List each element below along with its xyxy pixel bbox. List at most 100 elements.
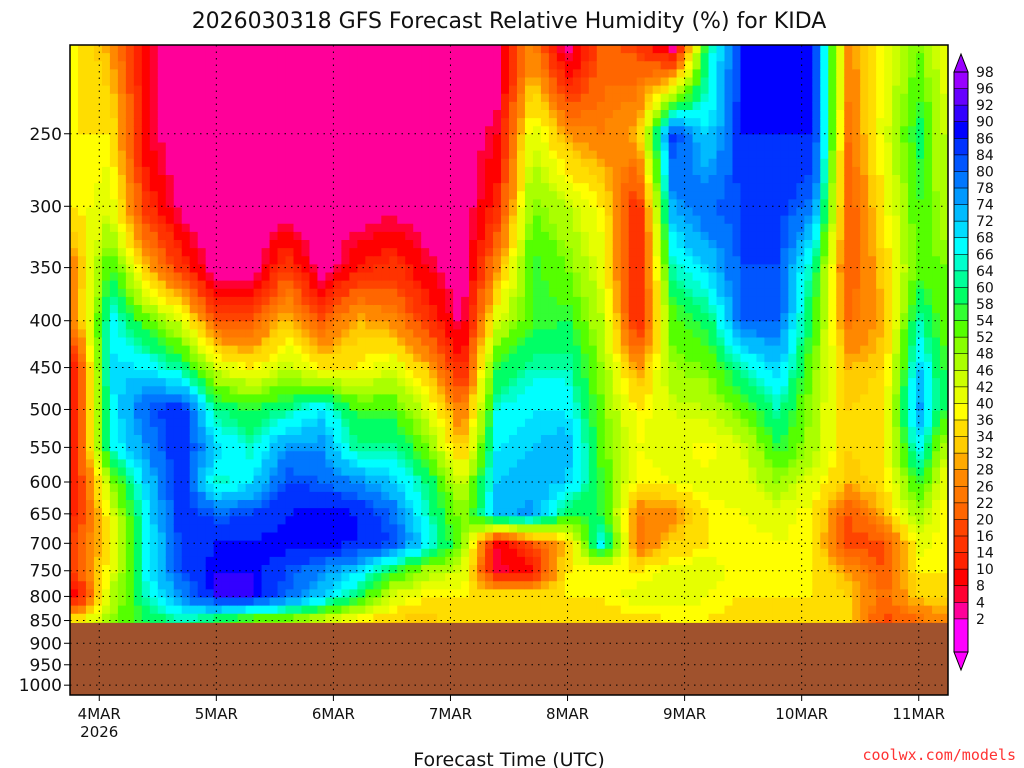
rh-cell [461,231,470,241]
rh-cell [373,175,382,184]
rh-cell [349,166,358,176]
rh-cell [133,451,143,460]
rh-cell [149,508,159,517]
rh-cell [157,69,167,79]
rh-cell [101,61,111,70]
rh-cell [477,110,486,119]
rh-cell [253,142,263,152]
rh-cell [213,126,223,135]
rh-cell [197,175,207,184]
rh-cell [229,475,239,485]
rh-cell [540,53,550,62]
rh-cell [485,150,494,160]
rh-cell [237,329,247,339]
rh-cell [548,264,558,274]
rh-cell [516,248,526,257]
rh-cell [357,459,366,469]
rh-cell [325,150,334,160]
rh-cell [317,313,327,322]
rh-cell [445,231,454,241]
rh-cell [205,53,215,62]
rh-cell [349,142,358,152]
rh-cell [397,378,406,387]
rh-cell [405,500,414,509]
rh-cell [261,613,271,623]
rh-cell [397,459,406,469]
rh-cell [461,516,470,525]
rh-cell [556,150,566,160]
rh-cell [556,126,566,135]
rh-cell [109,475,119,485]
rh-cell [181,597,191,607]
rh-cell [477,540,486,550]
rh-cell [325,93,334,103]
rh-cell [556,402,566,412]
rh-cell [509,231,518,241]
rh-cell [317,386,327,395]
rh-cell [93,565,103,574]
rh-cell [117,516,127,525]
rh-cell [205,223,215,233]
rh-cell [245,142,255,152]
rh-cell [181,394,191,404]
rh-cell [149,556,159,566]
rh-cell [540,337,550,347]
rh-cell [229,418,239,428]
rh-cell [469,85,478,95]
rh-cell [197,524,207,534]
rh-cell [221,158,231,168]
rh-cell [213,248,223,257]
rh-cell [173,45,183,54]
rh-cell [516,45,526,54]
rh-cell [93,573,103,582]
rh-cell [261,361,271,371]
rh-cell [373,199,382,209]
rh-cell [477,361,486,371]
rh-cell [109,589,119,599]
rh-cell [429,61,438,70]
rh-cell [133,565,143,574]
rh-cell [381,45,390,54]
rh-cell [556,288,566,298]
rh-cell [373,394,382,404]
rh-cell [405,69,414,79]
rh-cell [389,313,398,322]
rh-cell [413,166,422,176]
rh-cell [548,500,558,509]
rh-cell [101,459,111,469]
rh-cell [109,329,119,339]
rh-cell [365,329,374,339]
rh-cell [197,150,207,160]
rh-cell [253,158,263,168]
rh-cell [277,573,287,582]
rh-cell [453,613,462,623]
rh-cell [125,272,135,282]
rh-cell [117,483,127,493]
rh-cell [485,264,494,274]
rh-cell [341,69,350,79]
rh-cell [461,134,470,144]
rh-cell [341,426,350,436]
rh-cell [149,101,159,111]
rh-cell [149,370,159,379]
rh-cell [532,467,542,477]
rh-cell [389,256,398,265]
rh-cell [301,426,311,436]
rh-cell [413,126,422,135]
rh-cell [532,288,542,298]
rh-cell [516,199,526,209]
rh-cell [309,158,319,168]
rh-cell [229,573,239,582]
rh-cell [445,370,454,379]
rh-cell [70,110,79,119]
rh-cell [101,110,111,119]
rh-cell [221,361,231,371]
rh-cell [341,45,350,54]
rh-cell [540,597,550,607]
rh-cell [397,491,406,501]
rh-cell [117,605,127,615]
rh-cell [509,77,518,87]
rh-cell [101,207,111,217]
rh-cell [133,443,143,452]
rh-cell [317,321,327,330]
